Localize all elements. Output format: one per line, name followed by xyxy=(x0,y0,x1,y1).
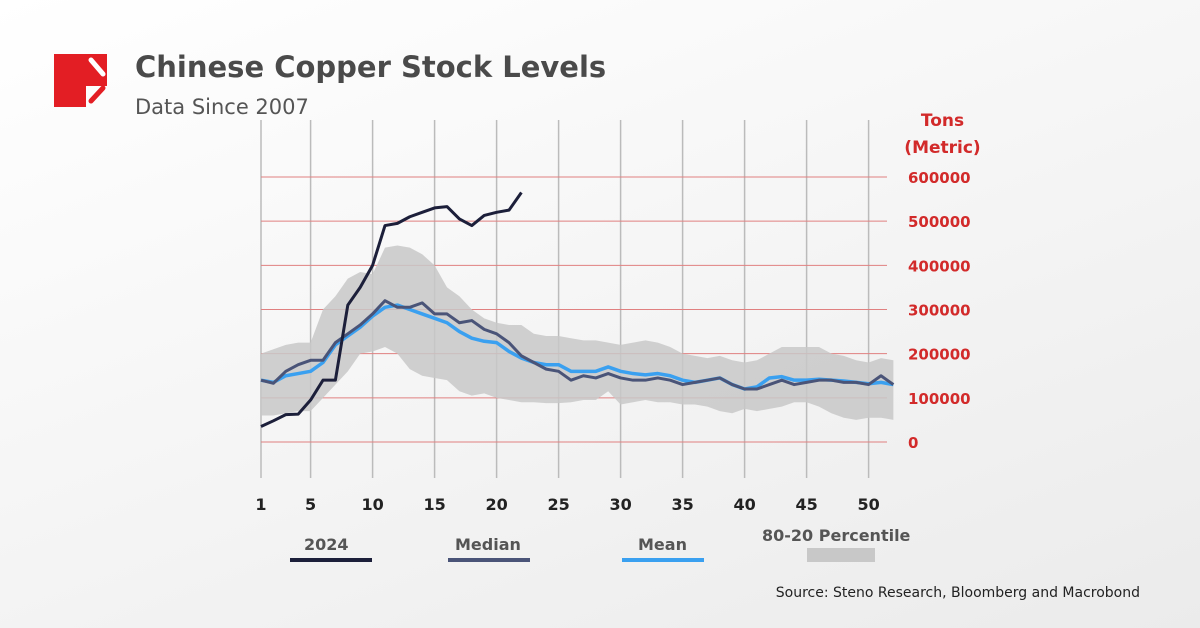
x-tick-label: 45 xyxy=(795,495,817,514)
y-tick-label: 0 xyxy=(908,434,918,452)
percentile-band xyxy=(261,245,894,420)
x-tick-label: 15 xyxy=(423,495,445,514)
page-title: Chinese Copper Stock Levels xyxy=(135,50,607,84)
y-tick-label: 600000 xyxy=(908,169,971,187)
x-tick-label: 1 xyxy=(255,495,266,514)
legend-2024-label: 2024 xyxy=(304,535,349,554)
x-tick-label: 40 xyxy=(733,495,755,514)
line-2024 xyxy=(260,191,523,428)
legend-band-label: 80-20 Percentile xyxy=(762,526,911,545)
y-tick-label: 500000 xyxy=(908,213,971,231)
legend-2024-swatch xyxy=(290,558,372,562)
legend-median-label: Median xyxy=(455,535,521,554)
x-tick-label: 5 xyxy=(305,495,316,514)
mean-line xyxy=(260,303,894,391)
legend-median-swatch xyxy=(448,558,530,562)
x-tick-label: 50 xyxy=(857,495,879,514)
source-note: Source: Steno Research, Bloomberg and Ma… xyxy=(775,585,1140,601)
brand-logo xyxy=(54,54,107,107)
x-tick-label: 35 xyxy=(671,495,693,514)
x-tick-label: 10 xyxy=(361,495,383,514)
y-tick-label: 400000 xyxy=(908,257,971,275)
x-tick-label: 30 xyxy=(609,495,631,514)
y-axis-title-line1: Tons xyxy=(920,111,965,131)
y-axis-title: Tons (Metric) xyxy=(900,108,985,162)
y-tick-label: 200000 xyxy=(908,346,971,364)
x-tick-label: 25 xyxy=(547,495,569,514)
y-tick-label: 300000 xyxy=(908,302,971,320)
y-axis-title-line2: (Metric) xyxy=(904,138,981,158)
page-subtitle: Data Since 2007 xyxy=(135,95,309,119)
legend-mean-swatch xyxy=(622,558,704,562)
legend-mean-label: Mean xyxy=(638,535,687,554)
x-tick-label: 20 xyxy=(485,495,507,514)
median-line xyxy=(260,299,895,391)
legend-band-swatch xyxy=(807,548,875,562)
y-tick-label: 100000 xyxy=(908,390,971,408)
